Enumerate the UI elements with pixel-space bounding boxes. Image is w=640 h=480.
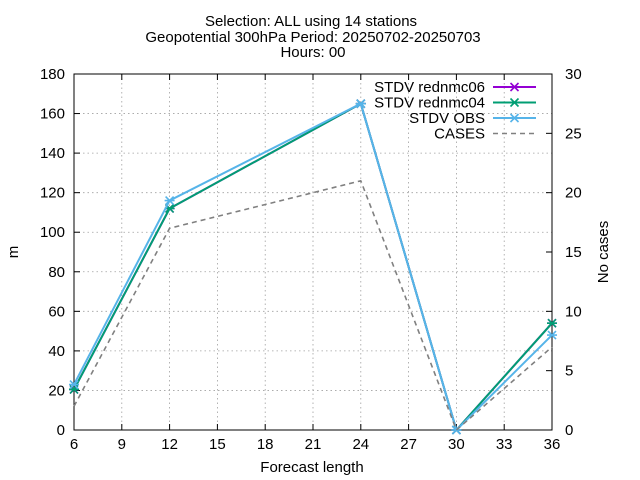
chart-title: Selection: ALL using 14 stations Geopote…: [145, 13, 480, 61]
x-tick-label: 6: [70, 436, 78, 453]
legend-marker: [509, 113, 520, 123]
data-point: [355, 99, 366, 109]
y-tick-label: 60: [48, 303, 65, 320]
x-tick-label: 24: [352, 436, 369, 453]
data-point: [547, 330, 557, 340]
y-axis-label: m: [5, 246, 22, 259]
title-line-2: Geopotential 300hPa Period: 20250702-202…: [145, 29, 480, 46]
x-tick-label: 30: [448, 436, 465, 453]
legend-label: STDV OBS: [409, 110, 485, 127]
legend-item: STDV rednmc04: [374, 95, 536, 112]
y2-tick-label: 20: [565, 185, 582, 202]
x-tick-label: 15: [209, 436, 226, 453]
data-point: [164, 196, 175, 206]
legend-marker: [509, 82, 520, 92]
legend-label: CASES: [434, 126, 485, 143]
title-line-1: Selection: ALL using 14 stations: [205, 13, 417, 30]
y2-tick-label: 5: [565, 363, 573, 380]
x-tick-label: 33: [496, 436, 513, 453]
x-tick-label: 36: [544, 436, 561, 453]
y2-tick-label: 25: [565, 125, 582, 142]
legend-marker: [509, 97, 520, 108]
y-tick-label: 180: [40, 66, 65, 83]
x-tick-label: 9: [118, 436, 126, 453]
data-point: [69, 379, 79, 390]
legend-label: STDV rednmc04: [374, 95, 485, 112]
legend-item: STDV rednmc06: [374, 79, 536, 96]
y-tick-label: 0: [57, 422, 65, 439]
title-line-3: Hours: 00: [280, 44, 345, 61]
x-tick-label: 12: [161, 436, 178, 453]
y-tick-label: 80: [48, 264, 65, 281]
x-tick-label: 18: [257, 436, 274, 453]
series-line: [73, 180, 553, 431]
series-layer: [69, 99, 557, 435]
y-tick-label: 20: [48, 382, 65, 399]
y2-tick-label: 10: [565, 303, 582, 320]
grid: [74, 74, 552, 430]
y-tick-label: 40: [48, 343, 65, 360]
y2-tick-label: 15: [565, 244, 582, 261]
x-tick-label: 27: [400, 436, 417, 453]
series-2: [69, 99, 557, 435]
axis-ticks: 6 9 12 15 18 21 24 27 30 33 3602040608010012014016…: [40, 66, 582, 453]
y2-axis-label: No cases: [595, 221, 612, 284]
y2-tick-label: 30: [565, 66, 582, 83]
x-tick-label: 21: [305, 436, 322, 453]
series-3: [73, 180, 553, 431]
y-tick-label: 100: [40, 224, 65, 241]
y-tick-label: 120: [40, 185, 65, 202]
y2-tick-label: 0: [565, 422, 573, 439]
y-tick-label: 160: [40, 106, 65, 123]
data-point: [547, 318, 557, 328]
legend-label: STDV rednmc06: [374, 79, 485, 96]
legend-item: CASES: [434, 126, 536, 143]
y-tick-label: 140: [40, 145, 65, 162]
x-axis-label: Forecast length: [260, 459, 363, 476]
legend-item: STDV OBS: [409, 110, 536, 127]
